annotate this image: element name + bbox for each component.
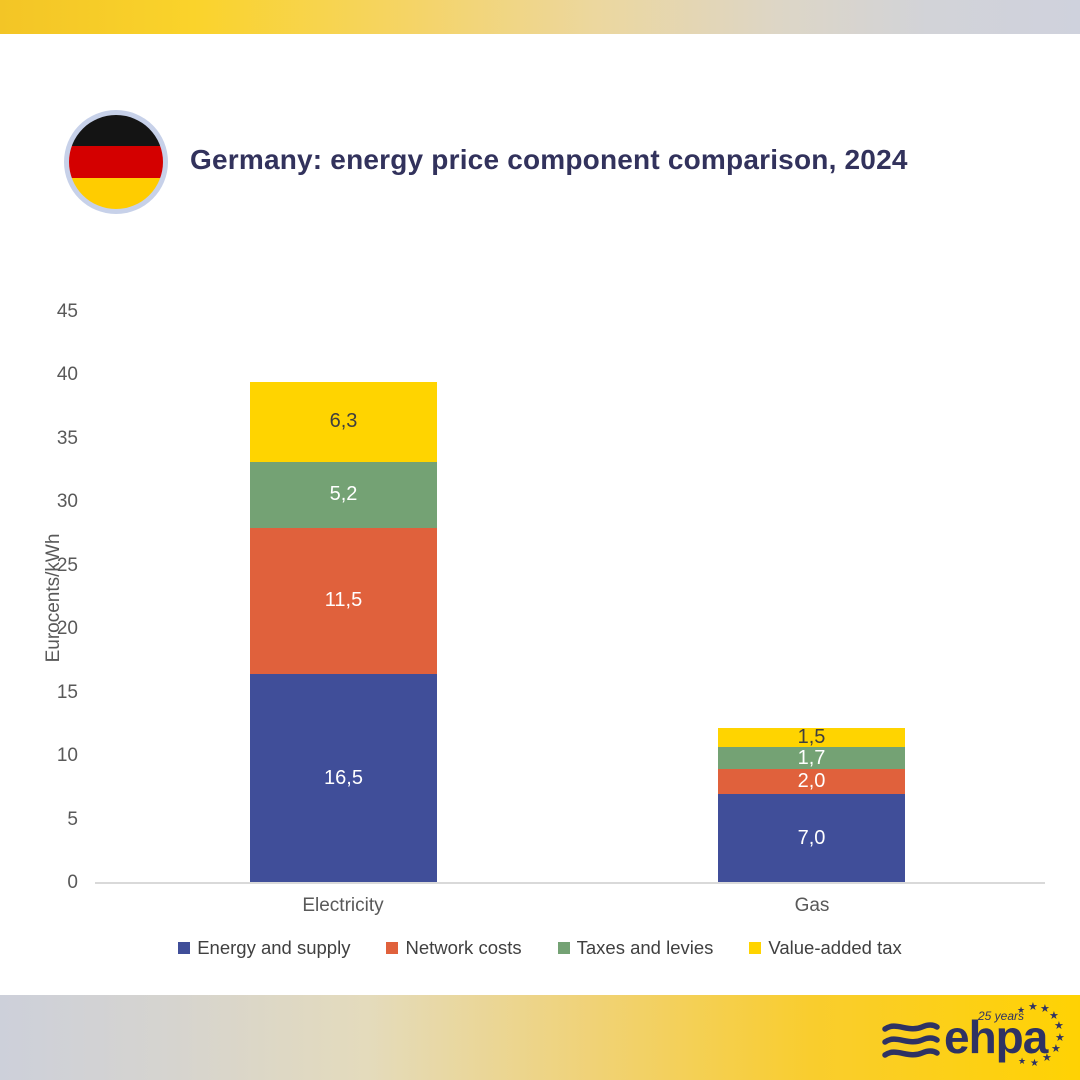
bar-segment-label: 16,5 — [324, 766, 363, 789]
y-tick-label: 0 — [67, 872, 78, 893]
bar-segment-electricity-network-costs: 11,5 — [250, 527, 437, 674]
legend-swatch-value-added-tax — [749, 942, 762, 954]
ehpa-logo: ehpa 25 years ★ ★ ★ ★ ★ ★ ★ ★ ★ ★ — [882, 1002, 1065, 1070]
germany-flag-icon — [64, 110, 168, 214]
legend-label: Taxes and levies — [576, 937, 714, 958]
legend-label: Network costs — [405, 937, 522, 958]
legend-item-network-costs: Network costs — [386, 937, 522, 959]
bar-segment-gas-taxes-and-levies: 1,7 — [718, 747, 905, 769]
y-tick-label: 35 — [56, 427, 78, 449]
ehpa-waves-icon — [882, 1022, 940, 1058]
y-tick-label: 20 — [56, 618, 78, 640]
y-tick-label: 30 — [56, 491, 78, 513]
y-tick-label: 5 — [67, 808, 78, 830]
y-tick-label: 45 — [56, 301, 78, 322]
legend-swatch-taxes-and-levies — [557, 942, 570, 954]
bar-segment-gas-energy-and-supply: 7,0 — [718, 794, 905, 883]
legend-label: Energy and supply — [197, 937, 351, 958]
page-title: Germany: energy price component comparis… — [190, 144, 908, 175]
y-tick-label: 10 — [56, 745, 78, 767]
chart-legend: Energy and supply Network costs Taxes an… — [0, 937, 1080, 959]
eu-stars-icon: ★ ★ ★ ★ ★ ★ ★ ★ ★ ★ — [1017, 1001, 1065, 1070]
bar-segment-gas-value-added-tax: 1,5 — [718, 726, 905, 749]
top-gradient-band — [0, 0, 1080, 34]
legend-label: Value-added tax — [768, 937, 902, 958]
bar-segment-label: 7,0 — [797, 827, 826, 850]
bar-segment-label: 5,2 — [329, 483, 358, 506]
category-label-electricity: Electricity — [302, 895, 384, 916]
bar-segment-gas-network-costs: 2,0 — [718, 768, 905, 795]
x-axis-line — [95, 882, 1045, 884]
legend-item-taxes-and-levies: Taxes and levies — [557, 937, 714, 959]
legend-item-energy-and-supply: Energy and supply — [178, 937, 350, 959]
germany-flag-stripes — [69, 115, 163, 209]
legend-swatch-network-costs — [386, 942, 399, 954]
bar-segment-label: 1,5 — [797, 726, 826, 749]
bar-segment-electricity-value-added-tax: 6,3 — [250, 381, 437, 462]
ehpa-25-years-badge: 25 years — [978, 1009, 1025, 1023]
legend-swatch-energy-and-supply — [178, 942, 191, 954]
bar-segment-label: 11,5 — [324, 589, 363, 612]
bar-segment-label: 2,0 — [797, 769, 826, 792]
y-tick-label: 25 — [56, 554, 78, 576]
ehpa-logo-text: ehpa — [944, 1011, 1048, 1063]
bar-segment-label: 6,3 — [329, 410, 358, 433]
bar-segment-label: 1,7 — [797, 746, 826, 769]
y-tick-label: 15 — [56, 681, 78, 703]
legend-item-value-added-tax: Value-added tax — [749, 937, 902, 959]
bar-segment-electricity-taxes-and-levies: 5,2 — [250, 461, 437, 528]
y-tick-label: 40 — [56, 364, 78, 386]
bar-segment-electricity-energy-and-supply: 16,5 — [250, 673, 437, 883]
category-label-gas: Gas — [794, 895, 830, 916]
